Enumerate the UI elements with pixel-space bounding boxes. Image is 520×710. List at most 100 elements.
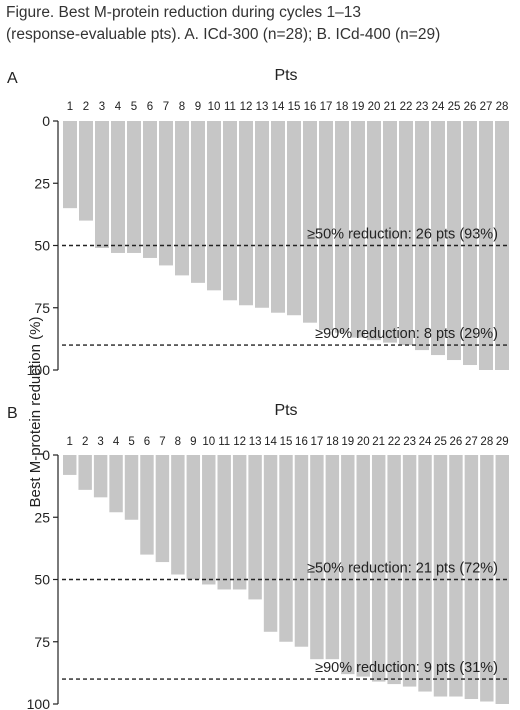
panel-b-bar-10 [202, 455, 216, 585]
panel-a-x-tick-3: 3 [99, 101, 105, 113]
panel-b-threshold-50-label: ≥50% reduction: 21 pts (72%) [307, 561, 498, 577]
panel-a-x-tick-26: 26 [464, 101, 477, 113]
panel-b-x-tick-18: 18 [326, 436, 339, 448]
panel-b-bar-29 [495, 455, 509, 704]
panel-b-bar-27 [464, 455, 479, 700]
panel-b-y-tick-75: 75 [34, 634, 50, 650]
panel-b-bar-24 [418, 455, 432, 692]
panel-b-bar-25 [433, 455, 448, 697]
panel-a-bar-23 [415, 121, 429, 351]
panel-a-x-tick-21: 21 [384, 101, 397, 113]
caption-line-1: Figure. Best M-protein reduction during … [6, 4, 361, 21]
panel-a-x-tick-7: 7 [163, 101, 169, 113]
panel-b-x-tick-2: 2 [82, 436, 88, 448]
caption-line-2: (response-evaluable pts). A. ICd-300 (n=… [6, 26, 441, 43]
panel-b-letter: B [7, 405, 18, 422]
panel-a-x-tick-15: 15 [288, 101, 301, 113]
panel-a-bar-18 [335, 121, 349, 333]
panel-b-x-tick-21: 21 [372, 436, 385, 448]
panel-b-bar-11 [217, 455, 231, 590]
panel-a-x-tick-11: 11 [224, 101, 236, 113]
panel-b-bar-5 [124, 455, 139, 520]
panel-a-bar-16 [303, 121, 317, 323]
panel-b-bar-2 [78, 455, 92, 490]
panel-b-x-tick-8: 8 [175, 436, 181, 448]
panel-a-threshold-90-label: ≥90% reduction: 8 pts (29%) [315, 326, 498, 342]
panel-b-x-tick-29: 29 [496, 436, 509, 448]
panel-b-y-tick-50: 50 [34, 572, 50, 588]
panel-b-x-tick-16: 16 [295, 436, 308, 448]
panel-a-x-tick-6: 6 [147, 101, 153, 113]
panel-a-x-tick-8: 8 [179, 101, 185, 113]
panel-a-bar-3 [95, 121, 109, 248]
panel-a-y-tick-25: 25 [34, 175, 50, 191]
panel-b-x-tick-23: 23 [403, 436, 416, 448]
panel-b-bar-19 [341, 455, 355, 675]
panel-a-x-tick-23: 23 [416, 101, 429, 113]
panel-a-y-tick-75: 75 [34, 300, 50, 316]
panel-a-x-tick-10: 10 [208, 101, 221, 113]
panel-b-y-tick-0: 0 [42, 447, 50, 463]
panel-b-bar-23 [402, 455, 417, 687]
panel-b-x-tick-3: 3 [97, 436, 103, 448]
panel-a-x-tick-28: 28 [496, 101, 509, 113]
panel-a-bar-1 [63, 121, 77, 209]
panel-a-bar-22 [399, 121, 413, 346]
panel-b-x-tick-17: 17 [310, 436, 323, 448]
panel-a-x-tick-13: 13 [256, 101, 269, 113]
panel-a-bar-9 [191, 121, 205, 283]
panel-b-x-tick-13: 13 [249, 436, 262, 448]
panel-b-bar-1 [63, 455, 77, 475]
panel-a-bar-11 [223, 121, 237, 301]
panel-a-y-tick-100: 100 [27, 362, 51, 378]
panel-b-x-tick-15: 15 [280, 436, 293, 448]
panel-a-bar-5 [127, 121, 141, 253]
panel-a-x-tick-1: 1 [67, 101, 73, 113]
panel-a-x-tick-17: 17 [320, 101, 333, 113]
panel-a-bar-20 [367, 121, 381, 341]
panel-b-x-tick-28: 28 [480, 436, 493, 448]
panel-a-bar-6 [143, 121, 157, 258]
panel-b-bar-18 [325, 455, 340, 660]
panel-a-bar-25 [447, 121, 461, 361]
panel-b-x-tick-12: 12 [233, 436, 246, 448]
panel-b-x-tick-5: 5 [128, 436, 134, 448]
panel-b-x-tick-27: 27 [465, 436, 478, 448]
panel-b-bar-16 [294, 455, 309, 647]
panel-b-x-tick-25: 25 [434, 436, 447, 448]
panel-b-bar-17 [310, 455, 324, 660]
panel-a-bar-26 [463, 121, 477, 366]
panel-b-bar-3 [93, 455, 108, 498]
panel-b-bar-7 [155, 455, 170, 563]
panel-b-bar-13 [248, 455, 262, 600]
panel-a-x-tick-20: 20 [368, 101, 381, 113]
panel-a-bar-14 [271, 121, 285, 313]
panel-b-y-tick-25: 25 [34, 509, 50, 525]
panel-b-x-tick-6: 6 [144, 436, 150, 448]
panel-a-bar-8 [175, 121, 189, 276]
panel-a-x-tick-2: 2 [83, 101, 89, 113]
panel-b-bar-22 [387, 455, 401, 685]
panel-a-bar-28 [495, 121, 509, 370]
panel-a-x-tick-12: 12 [240, 101, 253, 113]
panel-a-threshold-50-label: ≥50% reduction: 26 pts (93%) [307, 227, 498, 243]
panel-b-y-tick-100: 100 [27, 696, 51, 710]
panel-a-bar-21 [383, 121, 397, 343]
panel-a-x-tick-27: 27 [480, 101, 493, 113]
panel-a-x-tick-9: 9 [195, 101, 201, 113]
panel-a-bar-19 [351, 121, 365, 338]
panel-a-y-tick-0: 0 [42, 113, 50, 129]
panel-a-x-tick-22: 22 [400, 101, 413, 113]
panel-b-x-tick-19: 19 [341, 436, 354, 448]
panel-b-bar-15 [279, 455, 293, 642]
panel-a-bar-15 [287, 121, 301, 316]
panel-a-bar-17 [319, 121, 333, 331]
panel-b-x-tick-1: 1 [67, 436, 73, 448]
panel-b-bar-6 [140, 455, 154, 555]
panel-b-bar-14 [263, 455, 278, 632]
panel-b-title: Pts [274, 402, 297, 419]
panel-b-x-tick-11: 11 [218, 436, 230, 448]
panel-b-x-tick-20: 20 [357, 436, 370, 448]
panel-b-x-tick-26: 26 [450, 436, 463, 448]
